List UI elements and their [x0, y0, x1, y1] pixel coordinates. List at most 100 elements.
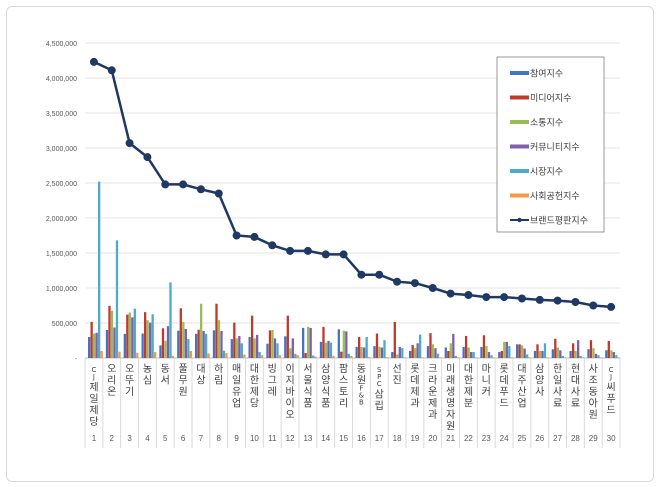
legend-swatch [510, 71, 529, 75]
bar-시장지수-25 [526, 354, 529, 358]
legend-swatch [510, 193, 529, 198]
bar-시장지수-29 [597, 355, 600, 358]
legend-label: 사회공헌지수 [530, 191, 580, 202]
bar-참여지수-11 [266, 343, 269, 358]
bar-미디어지수-29 [589, 340, 593, 358]
bar-미디어지수-20 [429, 333, 432, 358]
bar-소통지수-9 [235, 338, 238, 358]
bar-미디어지수-8 [215, 303, 218, 358]
y-tick-label: 3,000,000 [46, 146, 77, 153]
bar-미디어지수-17 [375, 333, 379, 358]
bar-참여지수-23 [480, 347, 483, 358]
bar-미디어지수-5 [161, 328, 165, 358]
bar-사회공헌지수-4 [154, 352, 157, 358]
bar-커뮤니티지수-1 [95, 332, 98, 358]
rank-label: 24 [500, 434, 509, 443]
bar-사회공헌지수-14 [332, 355, 335, 358]
bar-미디어지수-19 [411, 345, 414, 358]
line-point-1 [89, 57, 98, 66]
bar-미디어지수-10 [251, 315, 254, 358]
rank-label: 11 [268, 434, 277, 443]
bar-커뮤니티지수-13 [309, 327, 312, 358]
category-label: 동 원 F & B [357, 363, 366, 407]
bar-소통지수-19 [414, 348, 417, 358]
bar-사회공헌지수-12 [296, 355, 299, 358]
bar-참여지수-24 [498, 352, 501, 358]
bar-커뮤니티지수-7 [202, 331, 205, 358]
bar-참여지수-17 [373, 346, 376, 358]
rank-label: 5 [163, 434, 168, 443]
legend-label: 참여지수 [530, 68, 563, 80]
bar-사회공헌지수-6 [189, 351, 192, 358]
line-point-22 [464, 291, 473, 299]
line-point-24 [500, 293, 509, 302]
bar-미디어지수-13 [304, 353, 307, 358]
bar-시장지수-21 [454, 355, 457, 358]
bar-소통지수-28 [574, 351, 577, 358]
line-point-26 [535, 295, 544, 304]
bar-시장지수-20 [436, 353, 440, 358]
bar-미디어지수-1 [90, 321, 93, 358]
rank-label: 30 [607, 434, 616, 443]
legend-label: 브랜드평판지수 [530, 216, 588, 227]
bar-커뮤니티지수-23 [487, 352, 491, 358]
bar-커뮤니티지수-3 [131, 317, 134, 358]
bar-미디어지수-12 [286, 315, 289, 358]
bar-사회공헌지수-16 [368, 356, 371, 358]
rank-label: 2 [110, 434, 115, 443]
bar-미디어지수-24 [500, 351, 503, 358]
bar-시장지수-8 [222, 350, 226, 358]
bar-참여지수-20 [426, 346, 430, 358]
bar-커뮤니티지수-10 [256, 334, 259, 358]
bar-미디어지수-18 [393, 321, 396, 358]
bar-커뮤니티지수-6 [184, 328, 187, 358]
bar-사회공헌지수-26 [546, 357, 549, 358]
bar-미디어지수-27 [554, 338, 557, 358]
bar-시장지수-14 [329, 342, 333, 358]
bar-시장지수-22 [472, 352, 475, 358]
line-point-9 [232, 231, 241, 240]
bar-시장지수-9 [240, 343, 243, 358]
rank-label: 27 [553, 434, 562, 443]
bar-소통지수-23 [485, 346, 488, 358]
line-point-17 [375, 270, 384, 279]
bar-사회공헌지수-22 [475, 357, 478, 358]
bar-소통지수-8 [217, 320, 221, 358]
bar-사회공헌지수-28 [582, 357, 585, 358]
bar-미디어지수-11 [268, 330, 272, 358]
y-tick-label: 3,500,000 [46, 111, 77, 118]
bar-시장지수-1 [98, 181, 101, 358]
bar-참여지수-3 [123, 333, 126, 358]
bar-커뮤니티지수-29 [594, 353, 598, 358]
bar-사회공헌지수-24 [510, 357, 513, 358]
bar-시장지수-24 [508, 346, 511, 358]
bar-참여지수-29 [587, 349, 590, 358]
line-point-3 [125, 139, 134, 148]
rank-label: 20 [428, 434, 437, 443]
legend-label: 소통지수 [530, 118, 563, 129]
y-tick-label: - [75, 356, 78, 363]
bar-소통지수-24 [503, 341, 506, 358]
bar-소통지수-30 [610, 350, 613, 358]
bar-미디어지수-21 [447, 351, 450, 358]
bar-커뮤니티지수-9 [238, 335, 241, 358]
rank-label: 22 [464, 434, 473, 443]
bar-참여지수-27 [551, 349, 554, 358]
bar-미디어지수-4 [144, 312, 147, 358]
bar-참여지수-19 [409, 351, 412, 358]
rank-label: 18 [393, 434, 402, 443]
legend-swatch-marker [517, 217, 522, 223]
bar-시장지수-3 [133, 308, 136, 358]
bar-미디어지수-16 [358, 337, 361, 358]
bar-커뮤니티지수-26 [541, 351, 544, 358]
bar-사회공헌지수-7 [207, 353, 210, 358]
line-point-7 [196, 185, 205, 194]
